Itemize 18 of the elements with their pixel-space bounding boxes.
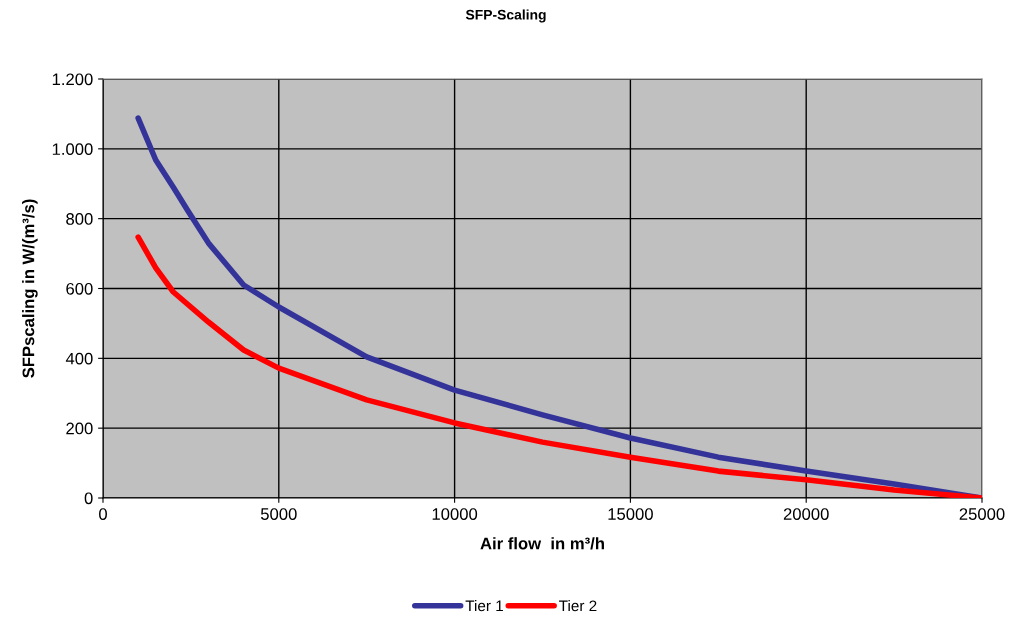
x-axis-title: Air flow in m³/h: [480, 537, 604, 550]
x-tick-label: 5000: [260, 508, 297, 520]
chart-title: SFP-Scaling: [465, 9, 546, 23]
y-tick-label: 600: [66, 282, 93, 295]
y-tick-label: 0: [84, 492, 93, 505]
x-tick-label: 10000: [432, 508, 478, 520]
x-tick-label: 0: [99, 508, 107, 520]
y-tick-label: 1.000: [52, 143, 93, 156]
x-tick-label: 25000: [959, 508, 1005, 520]
y-tick-label: 200: [66, 422, 93, 435]
x-tick-label: 15000: [608, 508, 653, 520]
y-tick-label: 1.200: [52, 73, 93, 86]
y-tick-label: 800: [66, 213, 93, 225]
legend-label: Tier 1: [465, 600, 503, 612]
y-axis-title: SFPscaling in W/(m³/s): [22, 199, 38, 378]
y-tick-label: 400: [65, 352, 93, 365]
x-tick-label: 20000: [783, 508, 829, 520]
legend-label: Tier 2: [559, 600, 597, 612]
